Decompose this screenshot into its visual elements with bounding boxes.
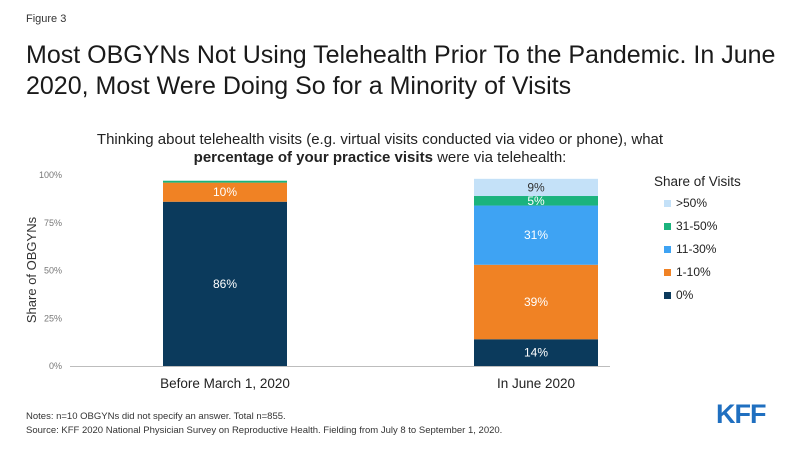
bar-segment (163, 182, 287, 202)
y-axis-label: Share of OBGYNs (24, 216, 39, 323)
bar-segment (474, 205, 598, 265)
legend-swatch (664, 269, 671, 276)
y-tick-label: 50% (44, 266, 62, 276)
bar-segment (474, 196, 598, 206)
data-label: 86% (213, 277, 237, 291)
legend-label: 0% (676, 288, 694, 302)
chart-subtitle: Thinking about telehealth visits (e.g. v… (60, 131, 700, 167)
subtitle-bold: percentage of your practice visits (193, 149, 433, 166)
subtitle-line-1: Thinking about telehealth visits (e.g. v… (96, 131, 664, 148)
y-tick-label: 75% (44, 218, 62, 228)
bar-segment (163, 201, 287, 366)
data-label: 31% (524, 228, 548, 242)
data-label: 39% (524, 295, 548, 309)
bar-segment (474, 178, 598, 197)
notes-line: Notes: n=10 OBGYNs did not specify an an… (26, 411, 286, 422)
source-line: Source: KFF 2020 National Physician Surv… (26, 424, 503, 436)
legend-label: 31-50% (676, 219, 718, 233)
y-tick-label: 100% (39, 170, 62, 180)
bar-segment (163, 180, 287, 183)
bar-segment (474, 339, 598, 366)
y-tick-label: 0% (49, 361, 62, 371)
legend-title: Share of Visits (654, 174, 741, 189)
legend-swatch (664, 200, 671, 207)
x-tick-label: Before March 1, 2020 (160, 376, 290, 391)
legend-label: 1-10% (676, 265, 711, 279)
chart-title: Most OBGYNs Not Using Telehealth Prior T… (26, 41, 776, 100)
data-label: 10% (213, 185, 237, 199)
bar-segment (474, 264, 598, 340)
data-label: 14% (524, 346, 548, 360)
legend-swatch (664, 246, 671, 253)
legend-swatch (664, 223, 671, 230)
y-tick-label: 25% (44, 313, 62, 323)
data-label: 5% (527, 194, 545, 208)
kff-logo: KFF (716, 399, 766, 429)
legend-label: >50% (676, 196, 707, 210)
x-tick-label: In June 2020 (497, 376, 575, 391)
notes: Notes: n=10 OBGYNs did not specify an an… (26, 410, 502, 437)
legend-swatch (664, 292, 671, 299)
data-label: 9% (527, 180, 545, 194)
legend-label: 11-30% (676, 242, 717, 256)
subtitle-rest: were via telehealth: (432, 149, 567, 166)
figure-label: Figure 3 (26, 13, 67, 25)
stacked-bar-chart: 0% 25% 50% 75% 100% Share of OBGYNs 86% 10% Befo… (24, 170, 741, 391)
